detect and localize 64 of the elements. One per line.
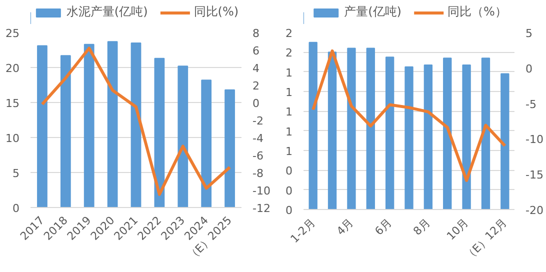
x-tick-label: 6月: [372, 216, 394, 238]
y2-tick-label: -10: [252, 184, 270, 198]
y-tick-label: 20: [6, 62, 20, 75]
bar: [107, 41, 118, 208]
y-tick-label: 2: [286, 27, 292, 40]
y-tick-label: 5: [12, 167, 20, 180]
y2-tick-label: 0: [526, 62, 532, 76]
bar: [443, 58, 452, 210]
y2-tick-label: 6: [252, 44, 260, 58]
bar: [385, 56, 394, 210]
x-tick-label: 4月: [334, 216, 356, 238]
y2-tick-label: -5: [526, 98, 536, 111]
y-tick-label: 0: [286, 204, 292, 217]
y2-tick-label: 8: [252, 27, 260, 40]
line-series: [40, 46, 232, 196]
bar: [404, 66, 414, 210]
bar: [201, 80, 212, 208]
bar: [84, 44, 94, 208]
x-tick-label: 1-2月: [288, 216, 318, 246]
x-tick-label: 10月: [444, 216, 472, 243]
bar: [481, 58, 490, 210]
y-tick-label: 1: [286, 66, 292, 80]
y2-tick-label: 4: [252, 62, 260, 75]
y2-tick-label: -2: [252, 114, 264, 128]
legend-label: 同比(%): [194, 4, 239, 20]
y2-tick-label: -20: [526, 204, 544, 217]
y-tick-label: 10: [6, 132, 20, 145]
y-tick-label: 25: [6, 27, 20, 40]
bar: [366, 48, 375, 210]
y2-tick-label: -4: [252, 132, 264, 145]
bar: [308, 42, 318, 210]
bar: [37, 45, 48, 208]
legend-label: 同比（%）: [447, 4, 507, 20]
y2-tick-label: 2: [252, 80, 260, 92]
bar: [178, 66, 188, 208]
y2-tick-label: -8: [252, 167, 264, 180]
y-tick-label: 1: [286, 86, 292, 99]
y2-tick-label: -6: [252, 150, 264, 162]
bar: [462, 64, 471, 210]
y2-tick-label: -10: [526, 133, 544, 146]
y-tick-label: 15: [6, 97, 20, 110]
bar: [130, 42, 142, 208]
bar: [224, 89, 235, 208]
y-tick-label: 1: [286, 125, 292, 138]
y-tick-label: 2: [286, 46, 292, 60]
legend-label: 水泥产量(亿吨): [66, 4, 148, 20]
bar: [60, 55, 71, 208]
legend-label: 产量(亿吨): [344, 4, 402, 20]
y-tick-label: 0: [12, 202, 20, 215]
bar: [328, 52, 337, 210]
y2-tick-label: -12: [252, 202, 270, 215]
y-tick-label: 0: [286, 164, 292, 178]
x-tick-label: 8月: [410, 216, 433, 238]
y2-tick-label: 5: [526, 27, 532, 40]
y2-tick-label: -15: [526, 168, 544, 182]
bar: [347, 48, 356, 210]
bar: [154, 58, 165, 208]
y2-tick-label: 0: [252, 97, 260, 110]
line-series: [312, 49, 506, 182]
y-tick-label: 0: [286, 184, 292, 198]
y-tick-label: 1: [286, 106, 292, 119]
bar: [500, 73, 510, 210]
bar: [424, 64, 433, 210]
y-tick-label: 1: [286, 145, 292, 158]
